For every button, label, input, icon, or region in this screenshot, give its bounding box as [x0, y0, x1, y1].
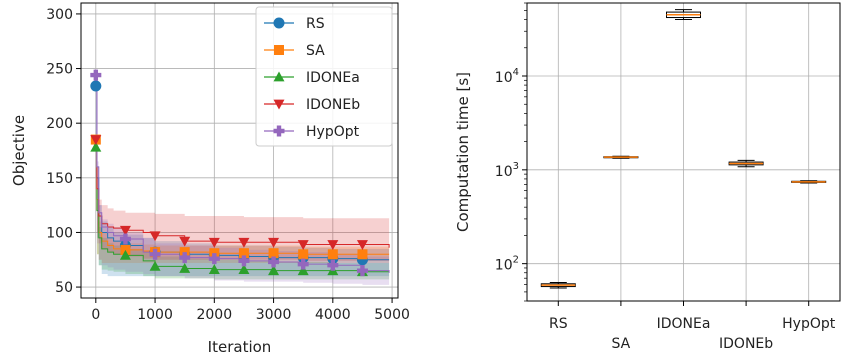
right-x-tick-label: HypOpt	[782, 316, 836, 332]
right-x-ticks: RS SA IDONEa IDONEb HypOpt	[549, 301, 836, 352]
legend-marker-idonea	[273, 71, 285, 82]
left-y-axis-label: Objective	[10, 115, 28, 186]
legend-marker-rs	[273, 17, 285, 29]
right-x-tick-label: SA	[612, 336, 631, 352]
rs-marker	[90, 80, 102, 92]
hypopt-marker	[149, 248, 161, 260]
legend-marker-idoneb	[273, 99, 285, 110]
idoneb-marker	[268, 237, 280, 248]
left-x-tick-label: 4000	[315, 307, 351, 323]
legend-label-sa: SA	[306, 43, 325, 59]
left-y-tick-label: 150	[46, 171, 73, 187]
legend-marker-hypopt	[273, 125, 285, 137]
idonea-marker	[90, 141, 102, 152]
idoneb-marker	[119, 225, 131, 236]
idonea-marker	[208, 264, 220, 274]
idoneb-marker	[238, 237, 250, 248]
idoneb-marker	[179, 236, 191, 247]
box-rs	[540, 281, 576, 289]
left-y-ticks: 50 100 150 200 250 300	[46, 7, 81, 296]
sa-marker	[268, 248, 279, 259]
left-y-tick-label: 300	[46, 7, 73, 23]
hypopt-marker	[119, 233, 131, 245]
left-y-tick-label: 200	[46, 116, 73, 132]
right-x-tick-label: RS	[549, 316, 568, 332]
right-y-tick-label: 104	[495, 67, 519, 86]
left-x-tick-label: 3000	[256, 307, 292, 323]
legend: RS SA IDONEa IDONEb HypOpt	[255, 6, 393, 147]
right-boxes	[540, 9, 827, 289]
left-x-tick-label: 0	[91, 307, 100, 323]
idonea-marker	[297, 265, 309, 276]
hypopt-marker	[268, 256, 280, 268]
sa-marker	[238, 248, 249, 259]
box-sa	[603, 155, 639, 159]
hypopt-marker	[238, 255, 250, 267]
legend-box	[255, 6, 393, 147]
right-y-ticks: 102 103 104	[495, 2, 527, 302]
computation-time-chart: RS SA IDONEa IDONEb HypOpt 102 103 104 Computa…	[454, 2, 841, 352]
sa-marker	[327, 249, 338, 260]
sa-marker	[357, 249, 368, 260]
hypopt-marker	[356, 265, 368, 277]
left-y-tick-label: 250	[46, 62, 73, 78]
legend-label-idoneb: IDONEb	[306, 97, 360, 113]
idonea-marker	[119, 249, 131, 260]
idoneb-marker	[297, 240, 309, 250]
idoneb-marker	[90, 135, 102, 146]
legend-label-rs: RS	[306, 16, 325, 32]
left-y-tick-label: 50	[55, 280, 73, 296]
sa-marker	[298, 249, 309, 260]
left-plot-frame	[80, 2, 399, 299]
idonea-marker	[149, 260, 161, 271]
legend-marker-sa	[274, 45, 284, 55]
objective-chart: 0 1000 2000 3000 4000 5000 50100150200250300 …	[10, 2, 410, 356]
left-y-tick-label: 100	[46, 225, 73, 241]
right-y-axis-label: Computation time [s]	[454, 72, 472, 232]
idonea-band	[95, 147, 390, 280]
idonea-marker	[179, 263, 191, 273]
legend-label-idonea: IDONEa	[306, 70, 360, 86]
idonea-marker	[238, 264, 250, 274]
left-x-axis-label: Iteration	[208, 338, 272, 356]
idoneb-band	[95, 139, 390, 261]
left-x-tick-label: 2000	[196, 307, 232, 323]
right-grid	[527, 3, 840, 301]
right-y-tick-label: 102	[495, 255, 519, 274]
left-x-tick-label: 5000	[374, 307, 410, 323]
box-idoneb	[728, 159, 764, 168]
legend-label-hypopt: HypOpt	[306, 124, 360, 140]
box-hypopt	[791, 180, 827, 184]
idoneb-marker	[208, 237, 220, 248]
right-x-tick-label: IDONEb	[719, 336, 773, 352]
box-idonea	[666, 9, 701, 21]
idoneb-marker	[327, 240, 339, 250]
hypopt-marker	[90, 69, 102, 81]
right-x-tick-label: IDONEa	[657, 316, 711, 332]
idonea-marker	[268, 265, 280, 276]
hypopt-marker	[208, 253, 220, 265]
idonea-line	[95, 146, 390, 273]
hypopt-marker	[327, 259, 339, 271]
hypopt-marker	[297, 258, 309, 270]
left-x-ticks: 0 1000 2000 3000 4000 5000	[91, 298, 410, 323]
left-x-tick-label: 1000	[137, 307, 173, 323]
idoneb-marker	[356, 240, 368, 250]
right-y-tick-label: 103	[495, 161, 519, 180]
hypopt-marker	[179, 252, 191, 264]
left-markers	[90, 69, 368, 277]
idoneb-marker	[149, 231, 161, 242]
